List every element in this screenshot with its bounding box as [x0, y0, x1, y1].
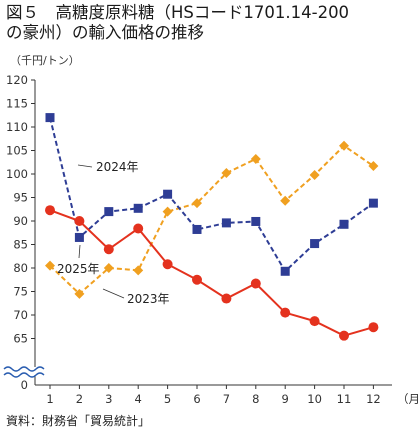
callout-leader-2025年: [78, 244, 81, 259]
y-tick-label: 85: [13, 238, 28, 252]
y-tick-label: 70: [13, 308, 28, 322]
source-note: 資料：財務省「貿易統計」: [6, 414, 151, 428]
y-tick-label: 90: [13, 214, 28, 228]
axis-break-mark: [3, 372, 45, 378]
data-point-2024年: [251, 216, 261, 226]
data-point-2025年: [45, 205, 55, 216]
data-point-2025年: [250, 278, 261, 289]
data-point-2025年: [339, 330, 349, 341]
data-point-2024年: [133, 203, 143, 213]
data-point-2024年: [45, 113, 55, 123]
data-point-2023年: [250, 153, 261, 164]
data-point-2025年: [221, 293, 232, 304]
series-line-2024年: [49, 117, 374, 273]
data-point-2025年: [280, 307, 291, 318]
data-point-2025年: [368, 322, 379, 333]
data-point-2024年: [368, 198, 378, 208]
series-line-2023年: [49, 144, 374, 296]
y-tick-label: 100: [6, 167, 28, 181]
axis-break-gap: [2, 367, 44, 375]
y-tick-label-zero: 0: [21, 378, 28, 392]
data-point-2023年: [45, 260, 55, 271]
data-point-2025年: [309, 316, 320, 327]
data-point-2023年: [368, 161, 379, 172]
y-tick-label: 115: [6, 97, 28, 111]
data-point-2023年: [103, 263, 114, 273]
x-tick-label: 4: [135, 392, 142, 406]
data-point-2025年: [162, 259, 173, 270]
y-tick-label: 120: [6, 73, 28, 87]
data-point-2023年: [309, 169, 320, 180]
data-point-2025年: [192, 274, 202, 285]
x-tick-label: 3: [105, 392, 112, 406]
data-point-2025年: [133, 223, 144, 234]
y-tick-label: 95: [13, 191, 28, 205]
callout-leader-2023年: [102, 288, 125, 299]
data-point-2024年: [192, 224, 202, 234]
data-point-2023年: [339, 140, 349, 151]
data-point-2023年: [133, 265, 144, 276]
series-line-2025年: [49, 209, 374, 337]
x-tick-label: 7: [223, 392, 230, 406]
callout-leader-2024年: [77, 164, 93, 168]
x-tick-label: 5: [164, 392, 171, 406]
data-point-2023年: [192, 198, 202, 209]
x-tick-label: 1: [46, 392, 53, 406]
x-tick-label: 9: [282, 392, 289, 406]
y-tick-label: 65: [13, 332, 28, 346]
data-point-2024年: [280, 266, 290, 276]
axis-break-mark: [3, 366, 45, 372]
data-point-2024年: [104, 207, 114, 217]
data-point-2024年: [310, 239, 320, 249]
series-label-2024年: 2024年: [96, 160, 139, 174]
data-point-2023年: [74, 288, 85, 299]
x-tick-label: 8: [252, 392, 259, 406]
x-tick-label: 11: [337, 392, 352, 406]
data-point-2024年: [339, 219, 349, 229]
data-point-2023年: [221, 168, 232, 179]
data-point-2024年: [163, 189, 173, 199]
y-tick-label: 75: [13, 285, 28, 299]
data-point-2024年: [221, 218, 231, 228]
data-point-2024年: [74, 232, 84, 242]
x-tick-label: 10: [307, 392, 322, 406]
series-label-2025年: 2025年: [57, 262, 100, 276]
y-tick-label: 110: [6, 120, 28, 134]
data-point-2025年: [74, 216, 85, 226]
series-label-2023年: 2023年: [127, 292, 170, 306]
chart-title: 図５ 高糖度原料糖（HSコード1701.14-200 の豪州）の輸入価格の推移: [6, 3, 350, 42]
y-tick-label: 105: [6, 144, 28, 158]
data-point-2025年: [103, 244, 114, 255]
x-tick-label: 12: [366, 392, 381, 406]
x-axis-unit-label: （月）: [397, 392, 420, 406]
data-point-2023年: [162, 206, 173, 217]
x-tick-label: 6: [193, 392, 200, 406]
data-point-2023年: [280, 195, 291, 206]
x-tick-label: 2: [76, 392, 83, 406]
y-tick-label: 80: [13, 261, 28, 275]
y-axis-unit-label: （千円/トン）: [10, 54, 80, 67]
